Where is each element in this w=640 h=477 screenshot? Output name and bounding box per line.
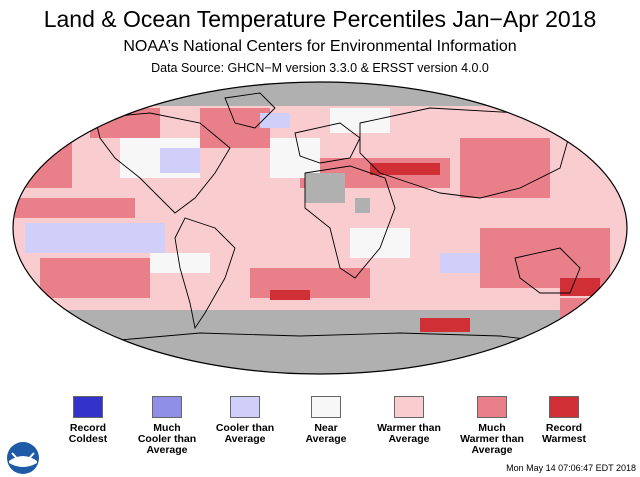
africa-outline [304, 165, 396, 279]
region-missing-africa [355, 198, 370, 213]
legend-swatch [230, 396, 260, 418]
legend-cooler: Cooler than Average [195, 396, 295, 445]
percentile-grid [13, 82, 627, 374]
legend-record-warmest: Record Warmest [514, 396, 614, 445]
region-near-avg-e-pacific [150, 253, 210, 273]
region-record-warm-indian [420, 318, 470, 332]
legend-record-coldest: Record Coldest [38, 396, 138, 445]
legend-swatch [152, 396, 182, 418]
legend-swatch [311, 396, 341, 418]
australia-outline [514, 247, 581, 294]
region-cooler-atlantic [260, 113, 290, 128]
region-much-warmer-pacific-n [22, 118, 72, 188]
region-cooler-indian [440, 253, 480, 273]
legend-swatch [477, 396, 507, 418]
region-missing-antarctic [13, 310, 627, 374]
timestamp: Mon May 14 07:06:47 EDT 2018 [506, 463, 636, 473]
greenland-outline [224, 92, 276, 129]
legend-label: Cooler than Average [215, 422, 275, 445]
legend-swatch [549, 396, 579, 418]
percentile-legend: Record Coldest Much Cooler than Average … [0, 396, 640, 456]
region-near-avg-europe [270, 138, 320, 178]
antarctica-outline [119, 332, 561, 344]
region-record-warm-mideast [370, 163, 440, 175]
asia-outline [359, 107, 571, 199]
region-missing-arctic [60, 82, 580, 106]
legend-warmer: Warmer than Average [359, 396, 459, 445]
region-near-avg-indian [350, 228, 410, 258]
region-record-warm-s-atlantic [270, 290, 310, 300]
region-record-warm-nz [560, 278, 600, 296]
region-cooler-tropical-pacific [25, 223, 165, 253]
north-america-outline [94, 112, 231, 214]
region-much-warmer-greenland [200, 108, 270, 148]
legend-swatch [73, 396, 103, 418]
region-missing-sahara [305, 173, 345, 203]
legend-near-average: Near Average [276, 396, 376, 445]
legend-swatch [394, 396, 424, 418]
region-much-warmer-pacific [15, 198, 135, 218]
region-much-warmer-s-pacific [40, 258, 150, 298]
data-source: Data Source: GHCN−M version 3.3.0 & ERSS… [151, 61, 489, 75]
south-america-outline [174, 217, 236, 330]
region-much-warmer-tasman [560, 298, 620, 318]
legend-label: Much Warmer than Average [460, 422, 524, 456]
globe-border [12, 81, 628, 375]
legend-label: Record Coldest [68, 422, 108, 445]
europe-outline [294, 122, 361, 164]
region-record-warm-siberia [530, 103, 560, 118]
map-subtitle: NOAA’s National Centers for Environmenta… [123, 38, 517, 55]
region-much-warmer-east-asia [460, 138, 550, 198]
continent-outlines [94, 92, 581, 344]
legend-much-warmer: Much Warmer than Average [442, 396, 542, 456]
legend-much-cooler: Much Cooler than Average [117, 396, 217, 456]
legend-label: Warmer than Average [377, 422, 441, 445]
region-much-warmer-alaska [90, 108, 160, 138]
world-temperature-map [12, 81, 628, 375]
legend-label: Record Warmest [542, 422, 586, 445]
legend-label: Near Average [305, 422, 347, 445]
map-title: Land & Ocean Temperature Percentiles Jan… [43, 6, 597, 32]
noaa-logo-icon [7, 442, 39, 474]
legend-label: Much Cooler than Average [137, 422, 197, 456]
region-cooler-n-america [160, 148, 200, 173]
